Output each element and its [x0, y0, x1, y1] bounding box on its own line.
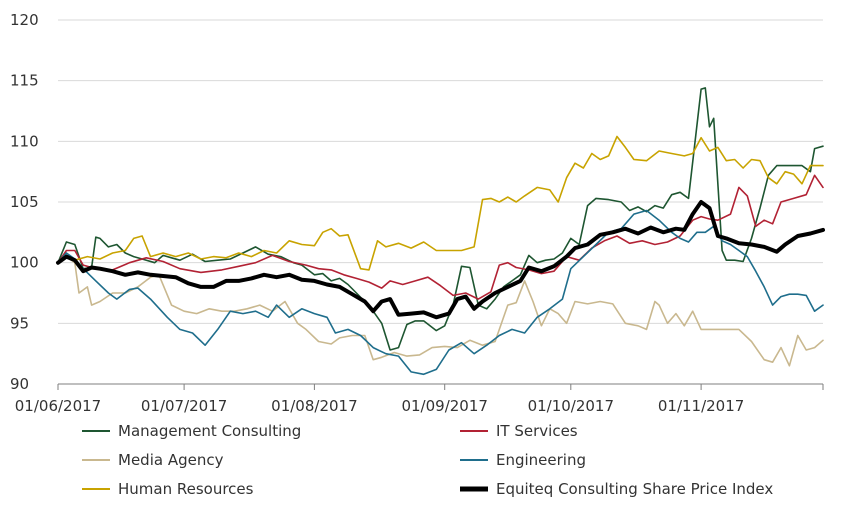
series-lines — [56, 87, 825, 376]
series-line-4 — [57, 135, 824, 271]
legend-label: Human Resources — [118, 480, 254, 498]
series-line-0 — [57, 87, 824, 351]
x-tick-label: 01/09/2017 — [401, 397, 487, 415]
x-axis: 01/06/2017 01/07/2017 01/08/2017 01/09/2017… — [15, 383, 824, 415]
y-tick-label: 90 — [10, 375, 29, 393]
x-tick-label: 01/08/2017 — [271, 397, 357, 415]
y-tick-label: 110 — [10, 132, 39, 150]
legend-label: Media Agency — [118, 451, 224, 469]
legend-label: Engineering — [496, 451, 586, 469]
x-tick-label: 01/06/2017 — [15, 397, 101, 415]
y-tick-label: 100 — [10, 254, 39, 272]
y-tick-label: 115 — [10, 72, 39, 90]
gridlines — [58, 19, 823, 324]
legend: Management Consulting IT Services Media Ag… — [82, 422, 773, 498]
series-line-1 — [57, 174, 824, 300]
y-axis-ticks: 90 95 100 105 110 115 120 — [10, 11, 39, 393]
series-line-3 — [57, 209, 824, 376]
series-line-2 — [57, 255, 824, 367]
x-tick-label: 01/07/2017 — [141, 397, 227, 415]
x-tick-label: 01/10/2017 — [528, 397, 614, 415]
legend-label: Equiteq Consulting Share Price Index — [496, 480, 773, 498]
x-tick-label: 01/11/2017 — [658, 397, 744, 415]
y-tick-label: 95 — [10, 314, 29, 332]
legend-label: Management Consulting — [118, 422, 301, 440]
y-tick-label: 120 — [10, 11, 39, 29]
series-line-5 — [56, 200, 825, 320]
y-tick-label: 105 — [10, 193, 39, 211]
legend-label: IT Services — [496, 422, 578, 440]
